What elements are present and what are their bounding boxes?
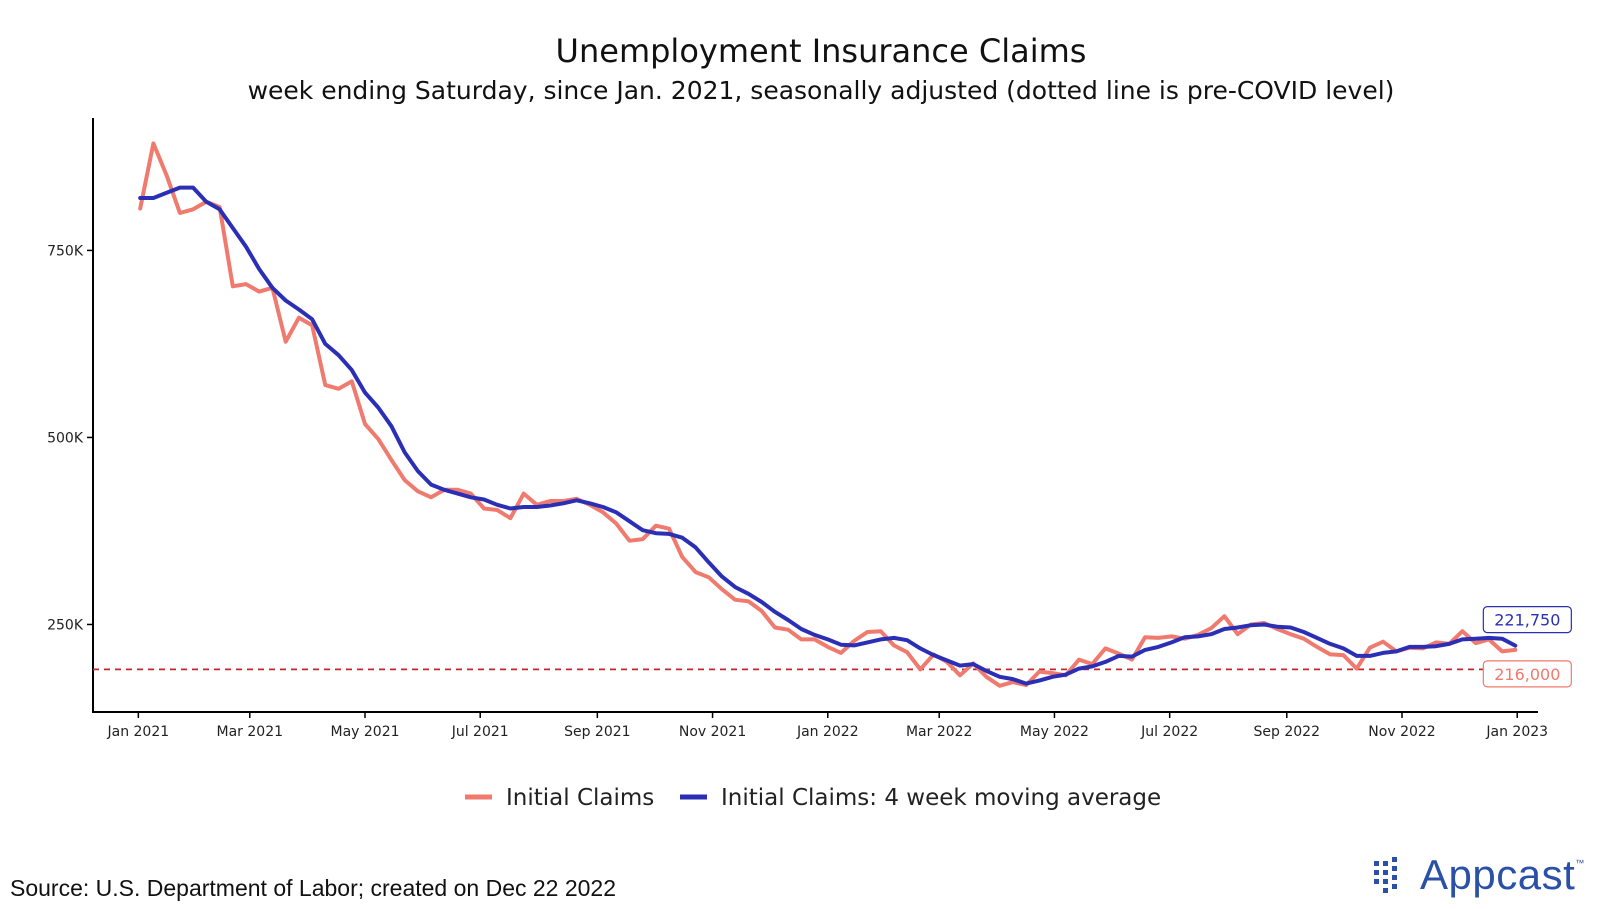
end-label-text: 221,750 xyxy=(1494,611,1560,630)
appcast-logo: Appcast ™ xyxy=(1372,850,1584,900)
legend-label-moving-average: Initial Claims: 4 week moving average xyxy=(721,785,1161,811)
x-tick-label: Sep 2022 xyxy=(1254,724,1320,740)
y-tick-label: 500K xyxy=(47,430,84,446)
x-tick-label: Jul 2021 xyxy=(451,724,509,740)
series-layer xyxy=(138,141,1518,688)
appcast-logo-icon xyxy=(1374,857,1397,893)
x-tick-label: Jul 2022 xyxy=(1140,724,1198,740)
source-note: Source: U.S. Department of Labor; create… xyxy=(10,875,617,901)
end-label-text: 216,000 xyxy=(1494,665,1560,684)
y-axis-ticks: 250K 500K 750K xyxy=(47,243,93,633)
plot-area: 250K 500K 750K Jan 2021 Mar 2021 May 2021 Jul… xyxy=(47,118,1572,740)
initial-claims-end-label: 216,000 xyxy=(1482,660,1572,688)
end-value-labels: 216,000 221,750 xyxy=(1482,606,1572,688)
appcast-logo-text: Appcast xyxy=(1420,851,1576,898)
x-tick-label: Jan 2022 xyxy=(796,724,859,740)
chart-title: Unemployment Insurance Claims xyxy=(556,32,1087,70)
x-tick-label: May 2022 xyxy=(1020,724,1089,740)
y-tick-label: 750K xyxy=(47,243,84,259)
moving-average-line xyxy=(138,185,1518,686)
end-label-box xyxy=(1482,660,1572,688)
x-tick-label: Nov 2022 xyxy=(1368,724,1435,740)
moving-average-end-label: 221,750 xyxy=(1482,606,1572,634)
x-tick-label: Jan 2023 xyxy=(1485,724,1548,740)
legend-label-initial-claims: Initial Claims xyxy=(506,785,654,811)
x-tick-label: Sep 2021 xyxy=(564,724,630,740)
y-tick-label: 250K xyxy=(47,617,84,633)
end-label-box xyxy=(1482,606,1572,634)
x-tick-label: Mar 2022 xyxy=(906,724,973,740)
x-tick-label: Mar 2021 xyxy=(217,724,284,740)
appcast-logo-trademark: ™ xyxy=(1575,858,1585,868)
x-tick-label: Nov 2021 xyxy=(679,724,746,740)
x-tick-label: May 2021 xyxy=(330,724,399,740)
x-axis-ticks: Jan 2021 Mar 2021 May 2021 Jul 2021 Sep 2021… xyxy=(106,712,1548,740)
legend: Initial Claims Initial Claims: 4 week mo… xyxy=(465,785,1161,811)
chart-subtitle: week ending Saturday, since Jan. 2021, s… xyxy=(248,76,1395,105)
x-tick-label: Jan 2021 xyxy=(106,724,169,740)
initial-claims-line xyxy=(138,141,1518,688)
